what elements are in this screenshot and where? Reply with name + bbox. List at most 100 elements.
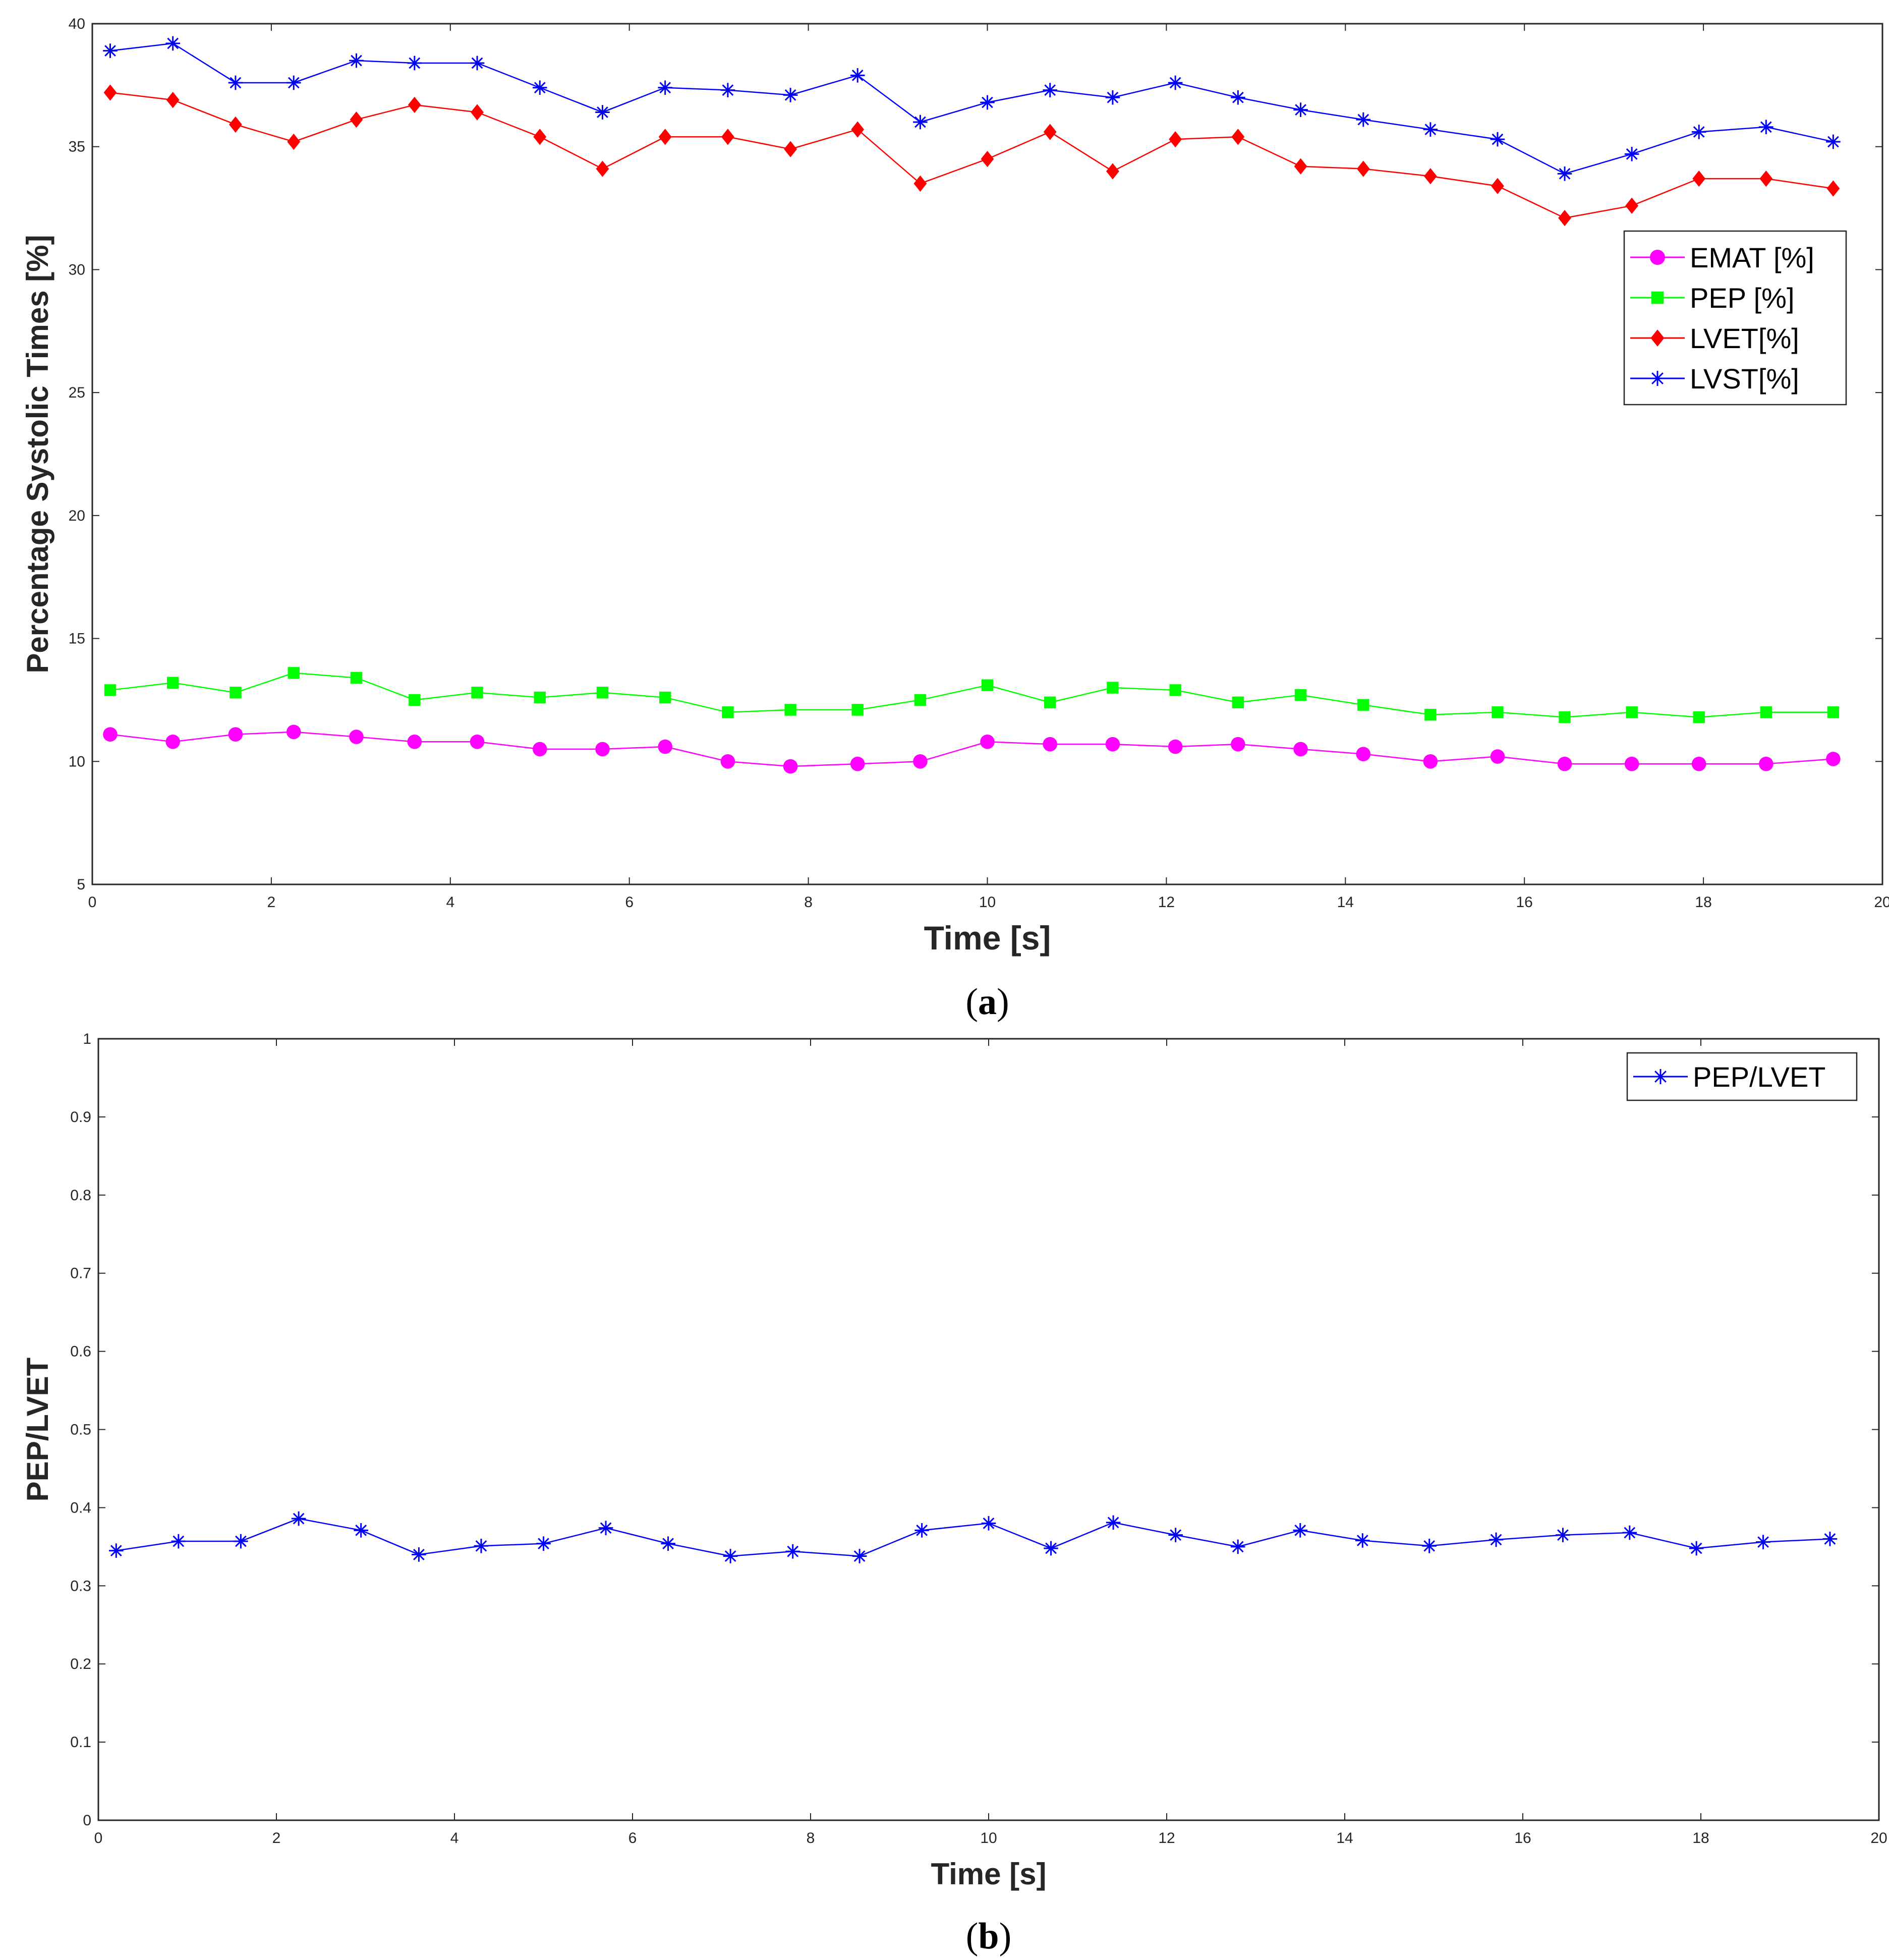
ticks-b: 0 2 4 6 8 10 12 14 16 18 20 0 0.1 0.2 0.3 0.4 0.5 0.6 0.7 0… (70, 1031, 1887, 1846)
data-point-pep (851, 704, 864, 716)
data-point-pep-lvet (1230, 1539, 1245, 1554)
y-tick-label-a: 5 (77, 876, 85, 893)
panel-label-a-open: ( (965, 981, 978, 1023)
data-point-pep-lvet (785, 1544, 800, 1559)
data-point-lvst (1105, 90, 1120, 105)
data-point-lvst (1759, 120, 1773, 135)
data-point-pep-lvet (1168, 1528, 1183, 1542)
data-point-lvet (721, 129, 734, 145)
y-tick-label-b: 0.5 (70, 1422, 91, 1438)
y-tick-label-a: 25 (69, 384, 85, 401)
data-point-lvst (1043, 83, 1058, 97)
data-point-pep-lvet (598, 1521, 613, 1535)
y-tick-label-a: 35 (69, 139, 85, 155)
y-tick-label-b: 0.6 (70, 1343, 91, 1360)
series-line-emat (110, 731, 1834, 767)
legend-b: PEP/LVET (1626, 1052, 1858, 1101)
data-point-pep-lvet (536, 1536, 551, 1551)
x-tick-label-b: 20 (1870, 1830, 1887, 1846)
data-point-lvet (350, 111, 363, 128)
data-point-pep (288, 667, 300, 679)
data-point-pep (1559, 711, 1571, 723)
data-point-lvst (1356, 112, 1371, 127)
x-tick-label-a: 14 (1337, 894, 1354, 911)
data-point-lvet (408, 96, 421, 113)
data-point-pep-lvet (354, 1523, 368, 1538)
data-point-lvet (166, 91, 180, 108)
data-point-lvst (595, 105, 610, 120)
series-line-lvet (110, 92, 1834, 219)
data-point-pep (1294, 689, 1307, 701)
panel-label-b-open: ( (966, 1916, 979, 1957)
x-tick-label-a: 16 (1516, 894, 1533, 911)
x-tick-label-b: 10 (980, 1830, 997, 1846)
series-b (109, 1511, 1838, 1563)
x-tick-label-a: 8 (804, 894, 813, 911)
data-point-emat (850, 756, 865, 771)
data-point-lvet (1625, 197, 1639, 214)
data-point-emat (720, 754, 735, 769)
data-point-pep-lvet (852, 1549, 867, 1563)
data-point-lvet (913, 175, 927, 192)
data-point-lvet (784, 141, 797, 157)
data-point-pep-lvet (1622, 1525, 1637, 1540)
x-axis-label-a: Time [s] (924, 919, 1051, 957)
data-point-pep-lvet (1556, 1528, 1570, 1542)
data-point-lvst (532, 80, 547, 95)
series-a (103, 36, 1841, 774)
data-point-emat (1168, 739, 1183, 754)
data-point-emat (286, 724, 301, 740)
legend-marker-pep (1651, 291, 1664, 304)
data-point-lvst (1691, 125, 1706, 139)
panel-label-b-close: ) (999, 1916, 1012, 1957)
data-point-pep (981, 679, 994, 691)
data-point-emat (532, 742, 547, 757)
data-point-lvet (1692, 170, 1706, 187)
data-point-pep-lvet (1756, 1535, 1770, 1549)
data-point-pep-lvet (1106, 1515, 1121, 1530)
series-pep-lvet (109, 1511, 1838, 1563)
x-tick-label-a: 0 (88, 894, 97, 911)
data-point-emat (228, 727, 243, 742)
data-point-lvet (1106, 163, 1119, 180)
data-point-pep (784, 704, 796, 716)
x-tick-label-b: 12 (1158, 1830, 1175, 1846)
data-point-lvet (533, 129, 547, 145)
data-point-emat (165, 734, 181, 749)
x-axis-label-b: Time [s] (931, 1857, 1047, 1891)
data-point-pep-lvet (1422, 1539, 1437, 1553)
chart-panel-a: 0 2 4 6 8 10 12 14 16 18 20 5 10 15 20 25 30 35 40 Time [s… (21, 16, 1889, 1023)
data-point-lvet (658, 129, 672, 145)
x-tick-label-a: 20 (1874, 894, 1889, 911)
data-point-lvet (1491, 178, 1504, 194)
data-point-lvst (913, 115, 928, 130)
legend-a: EMAT [%] PEP [%] LVET[%] LVST[%] (1623, 230, 1847, 406)
data-point-emat (1105, 737, 1120, 752)
data-point-lvet (1169, 131, 1182, 148)
data-point-emat (1624, 756, 1639, 771)
data-point-emat (980, 734, 995, 749)
legend-entry-emat: EMAT [%] (1690, 242, 1814, 273)
series-line-lvst (110, 42, 1834, 175)
x-tick-label-b: 0 (94, 1830, 103, 1846)
data-point-lvst (407, 55, 422, 71)
data-point-emat (783, 759, 798, 774)
series-emat (103, 724, 1841, 774)
y-tick-label-a: 40 (69, 16, 85, 32)
panel-label-a: (a) (965, 981, 1009, 1023)
data-point-lvet (596, 160, 609, 177)
data-point-pep (534, 691, 546, 704)
legend-marker-lvst (1649, 370, 1666, 386)
data-point-lvst (1168, 75, 1183, 90)
data-point-lvst (658, 80, 672, 95)
x-tick-label-a: 12 (1158, 894, 1175, 911)
data-point-emat (349, 730, 364, 744)
data-point-emat (103, 727, 118, 742)
data-point-pep (1357, 699, 1369, 711)
data-point-pep (1424, 708, 1437, 721)
data-point-pep-lvet (1355, 1533, 1370, 1548)
legend-entry-pep: PEP [%] (1690, 282, 1795, 314)
data-point-lvst (1490, 132, 1505, 147)
data-point-pep (471, 687, 483, 699)
